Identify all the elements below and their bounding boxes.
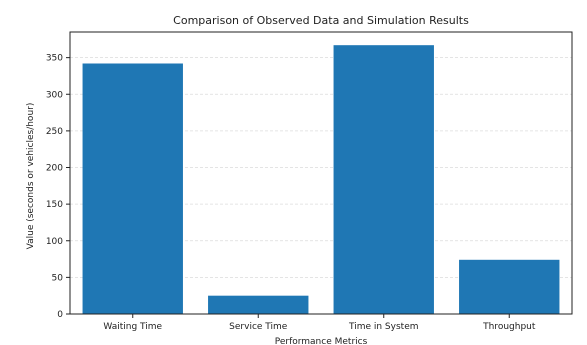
chart-title: Comparison of Observed Data and Simulati… — [173, 14, 469, 27]
bar — [333, 45, 434, 314]
x-tick-label: Throughput — [482, 322, 536, 332]
x-axis-label: Performance Metrics — [275, 337, 368, 345]
y-tick-label: 250 — [46, 127, 63, 137]
x-tick-label: Waiting Time — [103, 322, 162, 332]
bars — [82, 45, 560, 314]
grid-lines — [70, 57, 572, 278]
y-tick-label: 100 — [46, 237, 63, 247]
y-axis-label: Value (seconds or vehicles/hour) — [26, 103, 36, 250]
ticks: Waiting Time Service Time Time in System Th… — [46, 54, 536, 332]
bar — [208, 295, 309, 314]
y-tick-label: 0 — [57, 310, 63, 320]
y-tick-label: 150 — [46, 200, 63, 210]
y-tick-label: 350 — [46, 54, 63, 64]
x-tick-label: Time in System — [348, 322, 419, 332]
bar — [459, 259, 560, 314]
y-tick-label: 300 — [46, 90, 63, 100]
bar — [82, 63, 183, 314]
y-tick-label: 200 — [46, 164, 63, 174]
y-tick-label: 50 — [52, 273, 64, 283]
x-tick-label: Service Time — [229, 322, 288, 332]
axes — [69, 31, 573, 315]
plot-frame — [69, 31, 573, 315]
